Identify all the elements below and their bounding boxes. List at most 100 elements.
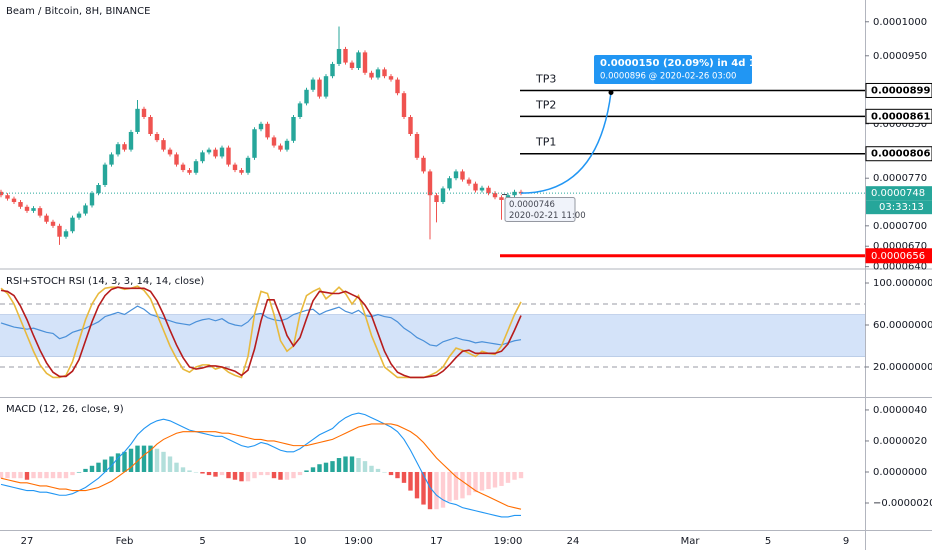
candle-body [102,164,108,186]
histogram-bar [167,456,173,472]
candle-body [460,171,465,180]
histogram-bar [362,461,368,472]
histogram-bar [18,471,23,479]
y-tick-label: 0.0000850 [873,119,927,130]
candle-body [44,215,49,222]
histogram-bar [180,467,186,472]
candle-body [492,193,498,198]
histogram-bar [44,471,49,479]
crosshair-time: 2020-02-21 11:00 [509,211,586,221]
candle-body [219,147,225,157]
histogram-bar [375,468,381,472]
histogram-bar [466,471,472,496]
candle-body [434,195,439,203]
histogram-bar [213,471,218,477]
x-tick-label: 24 [567,536,580,547]
histogram-bar [427,471,433,510]
histogram-bar [440,471,446,508]
candle-body [57,225,62,237]
histogram-bar [57,471,62,479]
histogram-bar [128,448,134,472]
histogram-bar [24,471,30,480]
y-tick-label: 0.0000020 [873,436,927,447]
histogram-bar [206,471,212,476]
y-tick-label: 0.0000770 [873,173,927,184]
histogram-bar [239,471,244,482]
histogram-bar [518,471,524,479]
projection-text: 0.0000150 (20.09%) in 4d 16h [600,58,770,69]
candle-body [453,171,459,179]
histogram-bar [89,465,95,472]
y-tick-label: 100.0000000 [873,278,932,289]
candle-body [193,161,199,173]
histogram-bar [323,462,329,472]
level-price-box [865,82,932,98]
histogram-bar [96,462,101,472]
candle-body [128,131,134,150]
candle-body [70,217,75,232]
candle-body [187,170,192,173]
histogram-bar [317,464,322,472]
candle-body [271,137,277,146]
x-tick-label: 5 [765,536,771,547]
y-tick-label: 60.0000000 [873,320,932,331]
candle-body [239,170,244,173]
level-price-box [865,146,932,162]
histogram-bar [492,471,498,488]
candle-body [466,179,472,184]
candle-body [473,183,478,191]
level-price: 0.0000861 [871,111,931,122]
histogram-bar [310,467,316,472]
candle-body [310,79,316,90]
histogram-bar [141,445,147,472]
histogram-bar [297,471,303,476]
candle-body [258,123,264,130]
histogram-bar [76,471,82,473]
candle-body [31,208,36,211]
level-price-box [865,248,932,264]
histogram-bar [395,471,400,479]
histogram-bar [369,465,374,472]
histogram-bar [421,471,426,505]
candle-body [148,116,153,134]
candle-body [206,149,212,153]
indicator-line [0,423,522,510]
histogram-bar [135,445,140,472]
candle-body [479,187,485,191]
histogram-bar [102,459,108,472]
histogram-bar [0,471,4,479]
last-price-box [866,186,932,201]
candle-body [499,197,504,200]
candle-body [174,154,179,165]
candle-body [512,191,517,196]
plot-area: TP3 TP2 TP1 0.0000150 (20.09%) in 4d 16h 0.0… [0,26,865,518]
panel-title: Beam / Bitcoin, 8H, BINANCE [6,6,150,17]
candle-body [317,79,322,97]
histogram-bar [278,471,283,480]
level-label: TP3 [535,72,556,85]
level-price: 0.0000806 [871,149,931,160]
histogram-bar [148,445,153,472]
histogram-bar [434,471,439,510]
candle-body [141,108,147,117]
candle-body [304,89,309,104]
histogram-bar [5,471,10,479]
y-tick-label: 0.0000950 [873,51,927,62]
indicator-line [0,412,521,518]
level-label: TP2 [535,98,556,111]
candle-body [83,205,88,214]
x-tick-label: 17 [430,536,443,547]
histogram-bar [356,458,361,472]
histogram-bar [70,471,75,476]
candle-body [11,198,17,203]
candle-body [447,178,452,189]
histogram-bar [83,468,88,472]
projection-subtext: 0.0000896 @ 2020-02-26 03:00 [600,72,736,82]
candle-body [330,63,335,77]
candle-body [200,152,205,162]
histogram-bar [486,471,491,490]
histogram-bar [330,461,335,472]
candle-body [265,123,270,138]
